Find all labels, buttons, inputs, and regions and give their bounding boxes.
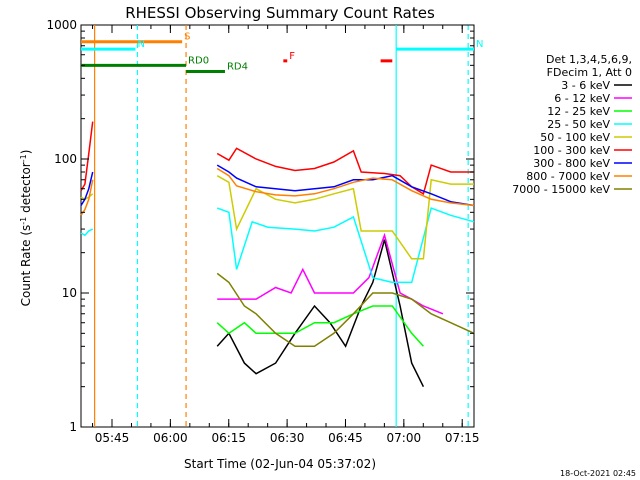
- chart-title: RHESSI Observing Summary Count Rates: [125, 4, 435, 22]
- legend-label: 100 - 300 keV: [533, 144, 610, 157]
- legend-label: 50 - 100 keV: [540, 131, 610, 144]
- legend-label: 7000 - 15000 keV: [512, 183, 610, 196]
- x-tick-label: 06:00: [153, 431, 188, 445]
- x-tick-label: 06:45: [328, 431, 363, 445]
- annotation-label: RD0: [188, 55, 209, 66]
- y-axis-label: Count Rate (s-1 detector-1): [19, 150, 34, 307]
- pre-gap-line-3: [80, 121, 94, 192]
- plot-area: [80, 24, 475, 428]
- annotation-label: N: [476, 39, 483, 50]
- annotation-label: RD4: [227, 61, 248, 72]
- x-tick-label: 05:45: [95, 431, 130, 445]
- series-line-6: [216, 147, 474, 195]
- legend-label: 12 - 25 keV: [547, 105, 610, 118]
- legend-label: 800 - 7000 keV: [526, 170, 610, 183]
- series-line-1: [216, 239, 425, 388]
- series-layer: [80, 121, 475, 388]
- y-tick-label: 10: [62, 286, 77, 300]
- series-line-3: [216, 305, 424, 347]
- series-line-9: [216, 272, 475, 348]
- legend-label: 3 - 6 keV: [561, 79, 610, 92]
- annotation-label: N: [137, 39, 144, 50]
- x-tick-label: 07:00: [387, 431, 422, 445]
- annotation-bars: S N N F RD0 RD4: [81, 32, 483, 73]
- series-line-2: [217, 232, 444, 315]
- legend: Det 1,3,4,5,6,9,FDecim 1, Att 03 - 6 keV…: [512, 53, 632, 196]
- axis-ticks: 1 10 100 1000 05:45 06:00 06:15 06:30 06:45 07:00…: [46, 18, 479, 445]
- legend-header: Det 1,3,4,5,6,9,: [546, 53, 632, 66]
- x-tick-label: 07:15: [445, 431, 480, 445]
- series-line-7: [216, 164, 475, 207]
- x-tick-label: 06:15: [211, 431, 246, 445]
- annotation-label: S: [184, 32, 190, 43]
- series-line-4: [216, 207, 475, 284]
- pre-gap-line-2: [80, 193, 94, 201]
- timestamp: 18-Oct-2021 02:45: [560, 469, 636, 478]
- series-line-5: [216, 175, 474, 260]
- x-tick-label: 06:30: [270, 431, 305, 445]
- y-tick-label: 1: [69, 420, 77, 434]
- plot-frame: [80, 24, 475, 428]
- y-tick-label: 100: [54, 152, 77, 166]
- pre-gap-line-1: [80, 228, 94, 237]
- annotation-label: F: [289, 51, 295, 62]
- legend-header: FDecim 1, Att 0: [547, 66, 632, 79]
- legend-label: 6 - 12 keV: [554, 92, 610, 105]
- legend-label: 300 - 800 keV: [533, 157, 610, 170]
- series-line-8: [216, 167, 475, 207]
- x-axis-label: Start Time (02-Jun-04 05:37:02): [184, 457, 376, 471]
- y-tick-label: 1000: [46, 18, 77, 32]
- pre-gap-line-4: [80, 171, 94, 206]
- legend-label: 25 - 50 keV: [547, 118, 610, 131]
- vertical-markers: [94, 25, 469, 427]
